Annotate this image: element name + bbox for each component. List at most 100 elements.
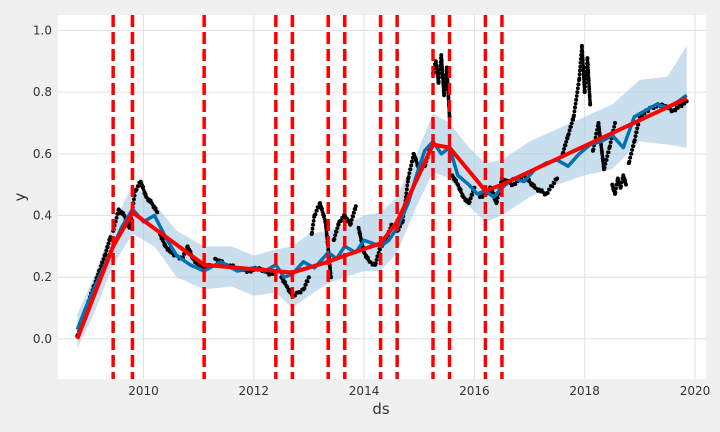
observed-point bbox=[575, 94, 579, 98]
y-tick-label: 0.8 bbox=[33, 85, 52, 99]
observed-point bbox=[353, 207, 358, 212]
trend-series bbox=[75, 96, 688, 340]
observed-point bbox=[315, 209, 319, 213]
observed-point bbox=[496, 196, 500, 200]
observed-point bbox=[588, 102, 593, 107]
observed-point bbox=[633, 134, 638, 138]
observed-point bbox=[628, 155, 633, 160]
observed-point bbox=[434, 65, 439, 70]
forecast-line bbox=[75, 93, 688, 331]
observed-point bbox=[441, 74, 445, 79]
observed-point bbox=[679, 104, 684, 109]
observed-point bbox=[440, 67, 445, 71]
x-axis-label: ds bbox=[372, 400, 390, 418]
observed-point bbox=[305, 279, 310, 284]
observed-point bbox=[353, 204, 358, 209]
observed-point bbox=[569, 125, 573, 129]
observed-point bbox=[575, 90, 580, 94]
observed-point bbox=[587, 86, 592, 91]
observed-point bbox=[374, 261, 378, 266]
observed-point bbox=[414, 157, 419, 162]
observed-point bbox=[143, 192, 148, 196]
observed-point bbox=[597, 127, 602, 131]
observed-point bbox=[629, 152, 634, 156]
observed-point bbox=[606, 150, 611, 155]
observed-point bbox=[310, 230, 314, 235]
observed-point bbox=[405, 187, 409, 192]
observed-point bbox=[578, 64, 583, 69]
observed-point bbox=[349, 221, 353, 226]
observed-point bbox=[584, 77, 588, 81]
y-tick-label: 0.6 bbox=[33, 147, 52, 161]
observed-point bbox=[102, 257, 106, 262]
observed-point bbox=[446, 95, 451, 100]
observed-point bbox=[604, 158, 609, 162]
x-tick-label: 2016 bbox=[459, 384, 490, 398]
observed-point bbox=[437, 71, 442, 76]
observed-point bbox=[311, 219, 316, 223]
observed-point bbox=[570, 121, 574, 126]
observed-point bbox=[350, 218, 354, 222]
y-tick-label: 1.0 bbox=[33, 23, 52, 37]
observed-point bbox=[437, 79, 441, 84]
observed-point bbox=[605, 154, 610, 158]
observed-point bbox=[352, 210, 356, 215]
observed-point bbox=[576, 82, 581, 87]
observed-point bbox=[407, 171, 412, 175]
observed-point bbox=[437, 75, 441, 80]
observed-point bbox=[599, 142, 604, 147]
observed-point bbox=[495, 199, 499, 204]
observed-point bbox=[108, 238, 112, 242]
observed-point bbox=[132, 197, 136, 202]
x-tick-label: 2018 bbox=[569, 384, 600, 398]
observed-point bbox=[572, 109, 577, 114]
observed-point bbox=[358, 232, 363, 236]
observed-point bbox=[612, 125, 617, 129]
observed-point bbox=[571, 118, 576, 122]
observed-point bbox=[614, 186, 618, 191]
observed-point bbox=[306, 275, 311, 280]
observed-point bbox=[586, 70, 591, 75]
observed-point bbox=[555, 176, 560, 181]
observed-point bbox=[310, 226, 315, 231]
observed-point bbox=[136, 184, 141, 189]
observed-point bbox=[302, 286, 307, 291]
x-tick-label: 2012 bbox=[239, 384, 270, 398]
observed-point bbox=[106, 245, 110, 250]
observed-point bbox=[480, 195, 485, 199]
observed-point bbox=[578, 68, 582, 73]
observed-point bbox=[583, 84, 587, 89]
observed-point bbox=[114, 219, 118, 224]
observed-point bbox=[574, 98, 579, 102]
observed-point bbox=[552, 181, 557, 185]
observed-point bbox=[339, 219, 343, 224]
observed-point bbox=[550, 184, 555, 189]
observed-point bbox=[627, 159, 632, 164]
observed-point bbox=[153, 206, 158, 210]
observed-point bbox=[546, 191, 550, 195]
observed-point bbox=[633, 138, 637, 142]
observed-point bbox=[583, 88, 587, 93]
observed-point bbox=[337, 222, 341, 227]
observed-point bbox=[404, 191, 409, 195]
changepoint-lines bbox=[111, 15, 504, 379]
observed-point bbox=[283, 280, 288, 285]
observed-point bbox=[313, 212, 318, 217]
observed-point bbox=[366, 255, 370, 260]
observed-point bbox=[405, 183, 410, 188]
observed-point bbox=[346, 218, 351, 223]
observed-point bbox=[304, 283, 308, 287]
x-tick-label: 2010 bbox=[128, 384, 159, 398]
observed-point bbox=[409, 163, 414, 168]
observed-point bbox=[328, 275, 333, 280]
observed-point bbox=[562, 147, 567, 151]
observed-point bbox=[470, 193, 475, 197]
observed-point bbox=[580, 50, 585, 55]
observed-point bbox=[311, 223, 316, 227]
observed-point bbox=[442, 91, 447, 96]
observed-point bbox=[613, 120, 618, 125]
observed-point bbox=[583, 81, 588, 85]
interval-band bbox=[77, 45, 687, 349]
y-tick-label: 0.0 bbox=[33, 332, 52, 346]
observed-point bbox=[634, 130, 639, 135]
